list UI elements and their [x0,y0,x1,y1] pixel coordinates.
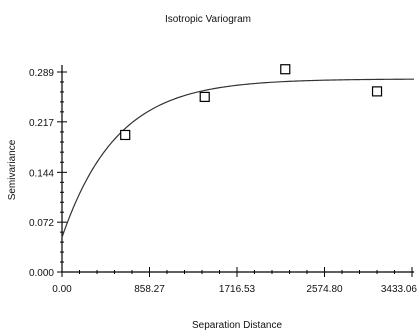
x-tick-label: 3433.06 [381,284,418,295]
x-tick-label: 858.27 [134,284,165,295]
y-axis-label: Semivariance [7,139,18,200]
data-points [120,64,383,141]
y-tick-label: 0.072 [29,218,54,229]
model-curve [61,78,415,238]
x-tick-label: 1716.53 [219,284,256,295]
axis-ticks [57,71,413,277]
axis-tick-labels: 0.000 0.072 0.144 0.217 0.289 0.00 858.27 1716.… [29,68,417,295]
y-tick-label: 0.217 [29,118,54,129]
chart-title: Isotropic Variogram [165,14,251,25]
y-tick-label: 0.000 [29,268,54,279]
y-tick-label: 0.144 [29,168,54,179]
y-tick-label: 0.289 [29,68,54,79]
x-tick-label: 2574.80 [306,284,343,295]
x-tick-label: 0.00 [52,284,72,295]
data-point-marker [280,64,291,75]
data-point-marker [371,86,383,97]
x-axis-label: Separation Distance [192,320,282,331]
data-point-marker [199,91,210,103]
data-point-marker [120,129,131,141]
